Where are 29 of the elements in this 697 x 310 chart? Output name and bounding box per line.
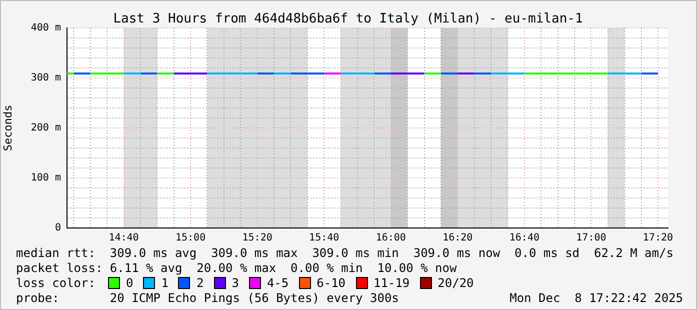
x-tick-label: 15:20 (242, 232, 272, 244)
legend-label: 2 (196, 276, 204, 290)
x-tick-label: 14:40 (108, 232, 139, 244)
legend-label: 11-19 (374, 276, 410, 290)
legend-title: loss color: (16, 276, 96, 290)
text: median rtt: 309.0 ms avg 309.0 ms max 309.0 ms min 309.0 ms now 0.0 ms sd 62.2 M am/s (16, 246, 674, 260)
legend-label: 1 (161, 276, 168, 290)
x-tick-label: 17:00 (576, 232, 606, 244)
y-tick-label: 100 m (30, 172, 61, 184)
text: probe: 20 ICMP Echo Pings (56 Bytes) every 300s (16, 291, 399, 305)
legend-label: 4-5 (266, 276, 289, 290)
x-tick-label: 15:40 (309, 232, 340, 244)
text: Mon Dec 8 17:22:42 2025 (510, 291, 683, 305)
y-tick-label: 0 (54, 222, 61, 234)
text: packet loss: 6.11 % avg 20.00 % max 0.00 % min 10.00 % now (16, 261, 457, 275)
legend-label: 0 (126, 276, 134, 290)
legend-label: 20/20 (438, 276, 474, 290)
legend-label: 3 (232, 276, 239, 290)
x-tick-label: 16:40 (509, 232, 540, 244)
legend-label: 6-10 (316, 276, 346, 290)
x-tick-label: 15:00 (175, 232, 206, 244)
x-tick-label: 17:20 (642, 232, 674, 244)
x-tick-label: 16:20 (442, 232, 473, 244)
y-tick-label: 300 m (30, 72, 61, 84)
y-axis-title: Seconds (1, 104, 14, 152)
x-tick-label: 16:00 (376, 232, 406, 244)
y-tick-label: 200 m (30, 122, 61, 134)
chart-title: Last 3 Hours from 464d48b6ba6f to Italy (Milan) - eu-milan-1 (113, 11, 583, 26)
y-tick-label: 400 m (30, 22, 61, 34)
